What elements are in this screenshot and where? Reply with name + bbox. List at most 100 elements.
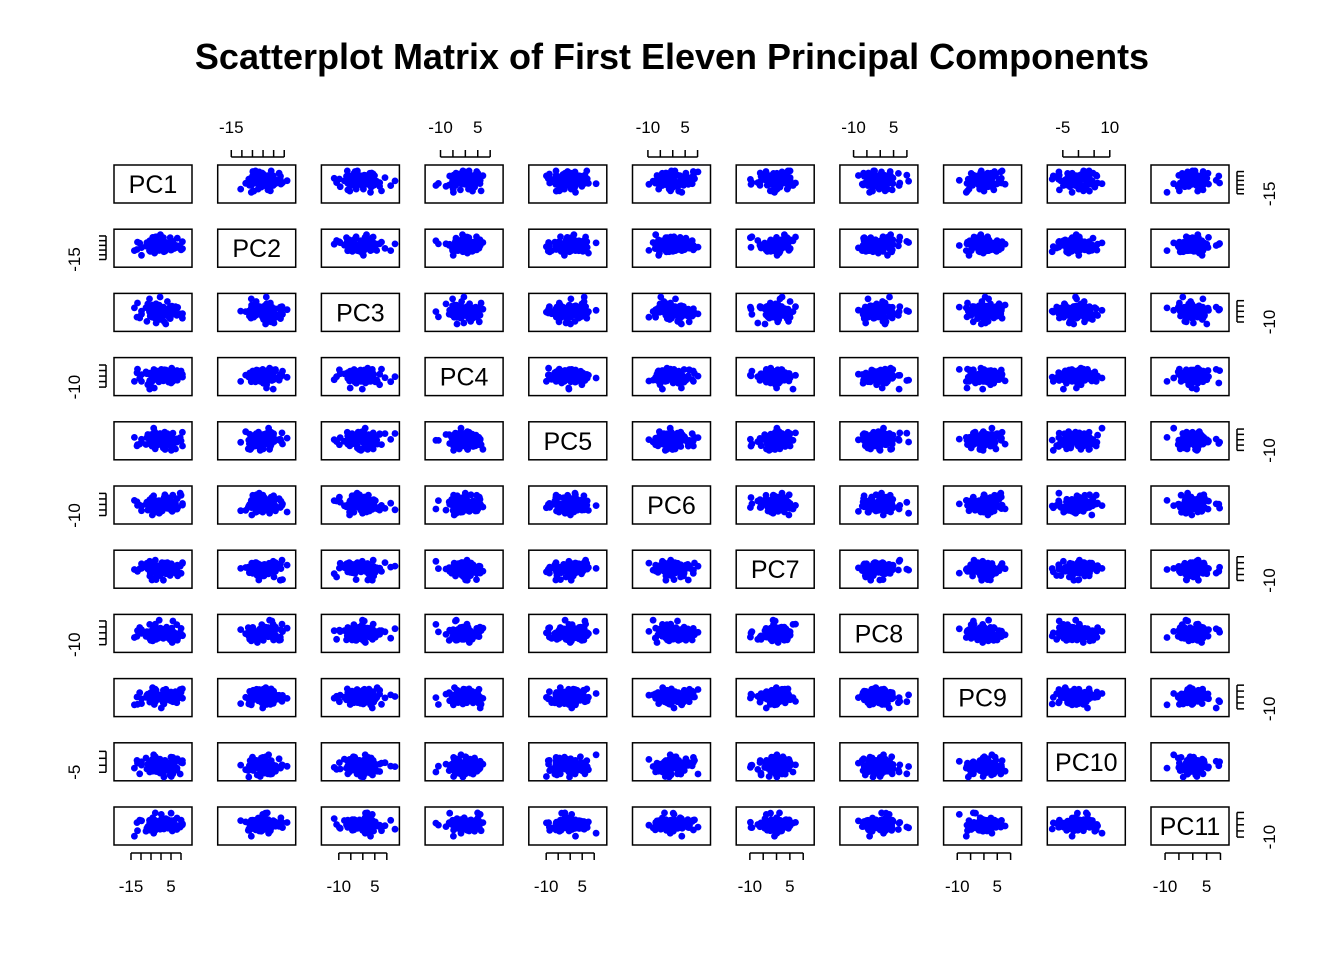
point-r3-c4 — [477, 299, 485, 307]
point-r2-c5 — [557, 233, 564, 241]
point-r4-c6 — [645, 377, 653, 385]
point-r4-c7 — [789, 385, 797, 393]
point-r5-c2 — [277, 437, 284, 445]
point-r5-c10 — [1060, 441, 1068, 449]
point-r4-c9 — [963, 384, 971, 392]
point-r5-c7 — [792, 429, 799, 437]
point-r1-c4 — [477, 187, 485, 195]
point-r4-c2 — [242, 371, 250, 379]
point-r3-c9 — [955, 303, 963, 311]
point-r2-c10 — [1093, 246, 1101, 254]
point-r3-c2 — [277, 315, 284, 322]
point-r4-c2 — [247, 378, 255, 386]
point-r1-c9 — [991, 168, 998, 175]
point-r4-c1 — [151, 371, 159, 379]
point-r2-c3 — [378, 238, 385, 246]
point-r5-c6 — [689, 437, 697, 445]
point-r3-c1 — [151, 303, 159, 311]
point-r2-c6 — [689, 246, 697, 254]
point-r3-c2 — [247, 295, 255, 303]
point-r3-c6 — [645, 313, 653, 321]
point-r5-c9 — [980, 441, 987, 449]
point-r3-c4 — [453, 320, 461, 328]
point-r3-c9 — [985, 295, 992, 303]
point-r3-c5 — [592, 306, 600, 314]
point-r1-c11 — [1183, 178, 1191, 186]
point-r1-c8 — [860, 172, 868, 180]
point-r4-c1 — [146, 385, 154, 393]
point-r1-c8 — [864, 182, 872, 190]
point-r3-c4 — [471, 304, 478, 311]
point-r2-c7 — [747, 243, 755, 251]
point-r1-c5 — [583, 167, 591, 175]
point-r5-c4 — [464, 446, 472, 453]
point-r4-c8 — [868, 376, 876, 384]
point-r5-c10 — [1094, 431, 1101, 439]
point-r2-c6 — [652, 231, 660, 239]
point-r1-c3 — [359, 172, 367, 180]
point-r2-c1 — [151, 249, 159, 257]
point-r2-c11 — [1188, 240, 1195, 247]
point-r1-c5 — [544, 175, 552, 183]
point-r2-c11 — [1194, 233, 1202, 241]
point-r5-c2 — [269, 432, 277, 440]
point-r2-c10 — [1065, 249, 1072, 257]
point-r3-c10 — [1093, 311, 1101, 319]
point-r4-c9 — [998, 373, 1005, 381]
point-r2-c11 — [1216, 240, 1223, 247]
point-r5-c11 — [1216, 438, 1223, 446]
point-r1-c9 — [985, 182, 992, 190]
point-r3-c2 — [242, 308, 250, 315]
point-r3-c5 — [583, 314, 591, 322]
point-r4-c3 — [369, 371, 377, 379]
point-r5-c10 — [1085, 428, 1093, 436]
point-r5-c4 — [452, 434, 460, 441]
point-r4-c3 — [330, 376, 338, 384]
point-r2-c5 — [561, 251, 568, 259]
point-r4-c5 — [571, 376, 579, 384]
point-r3-c4 — [453, 313, 461, 321]
point-r3-c1 — [162, 320, 170, 328]
point-r2-c6 — [645, 247, 653, 254]
point-r5-c2 — [237, 438, 245, 446]
point-r4-c5 — [544, 371, 552, 379]
point-r4-c9 — [991, 367, 998, 375]
point-r5-c9 — [974, 437, 981, 445]
point-r1-c8 — [874, 179, 882, 187]
point-r4-c5 — [592, 374, 600, 382]
point-r5-c3 — [391, 430, 399, 437]
point-r2-c10 — [1073, 247, 1080, 255]
point-r1-c6 — [675, 187, 683, 195]
point-r1-c11 — [1194, 187, 1202, 195]
point-r1-c10 — [1076, 179, 1083, 187]
point-r1-c5 — [552, 167, 560, 175]
point-r1-c2 — [252, 167, 259, 175]
panel-frame-r2-c2 — [216, 228, 297, 268]
point-r1-c2 — [267, 187, 274, 195]
point-r2-c5 — [544, 247, 552, 255]
point-r4-c10 — [1049, 377, 1057, 385]
point-r1-c7 — [748, 179, 756, 187]
point-r5-c8 — [860, 437, 868, 445]
point-r5-c1 — [146, 436, 153, 443]
point-r1-c5 — [552, 187, 560, 195]
point-r5-c2 — [266, 445, 273, 453]
point-r5-c2 — [247, 436, 255, 443]
point-r3-c4 — [449, 295, 456, 303]
point-r5-c2 — [242, 428, 250, 436]
point-r4-c5 — [555, 376, 563, 384]
point-r4-c2 — [278, 371, 286, 379]
point-r3-c5 — [556, 304, 563, 311]
point-r1-c10 — [1086, 187, 1093, 195]
point-r3-c1 — [168, 302, 176, 310]
point-r1-c3 — [354, 167, 361, 175]
point-r2-c3 — [358, 249, 366, 257]
point-r1-c2 — [269, 172, 277, 180]
point-r1-c8 — [896, 179, 904, 187]
point-r4-c9 — [979, 385, 987, 393]
point-r5-c8 — [887, 445, 894, 453]
point-r4-c7 — [792, 371, 799, 379]
point-r3-c6 — [652, 313, 659, 321]
point-r1-c10 — [1056, 186, 1063, 194]
point-r3-c11 — [1194, 303, 1202, 311]
